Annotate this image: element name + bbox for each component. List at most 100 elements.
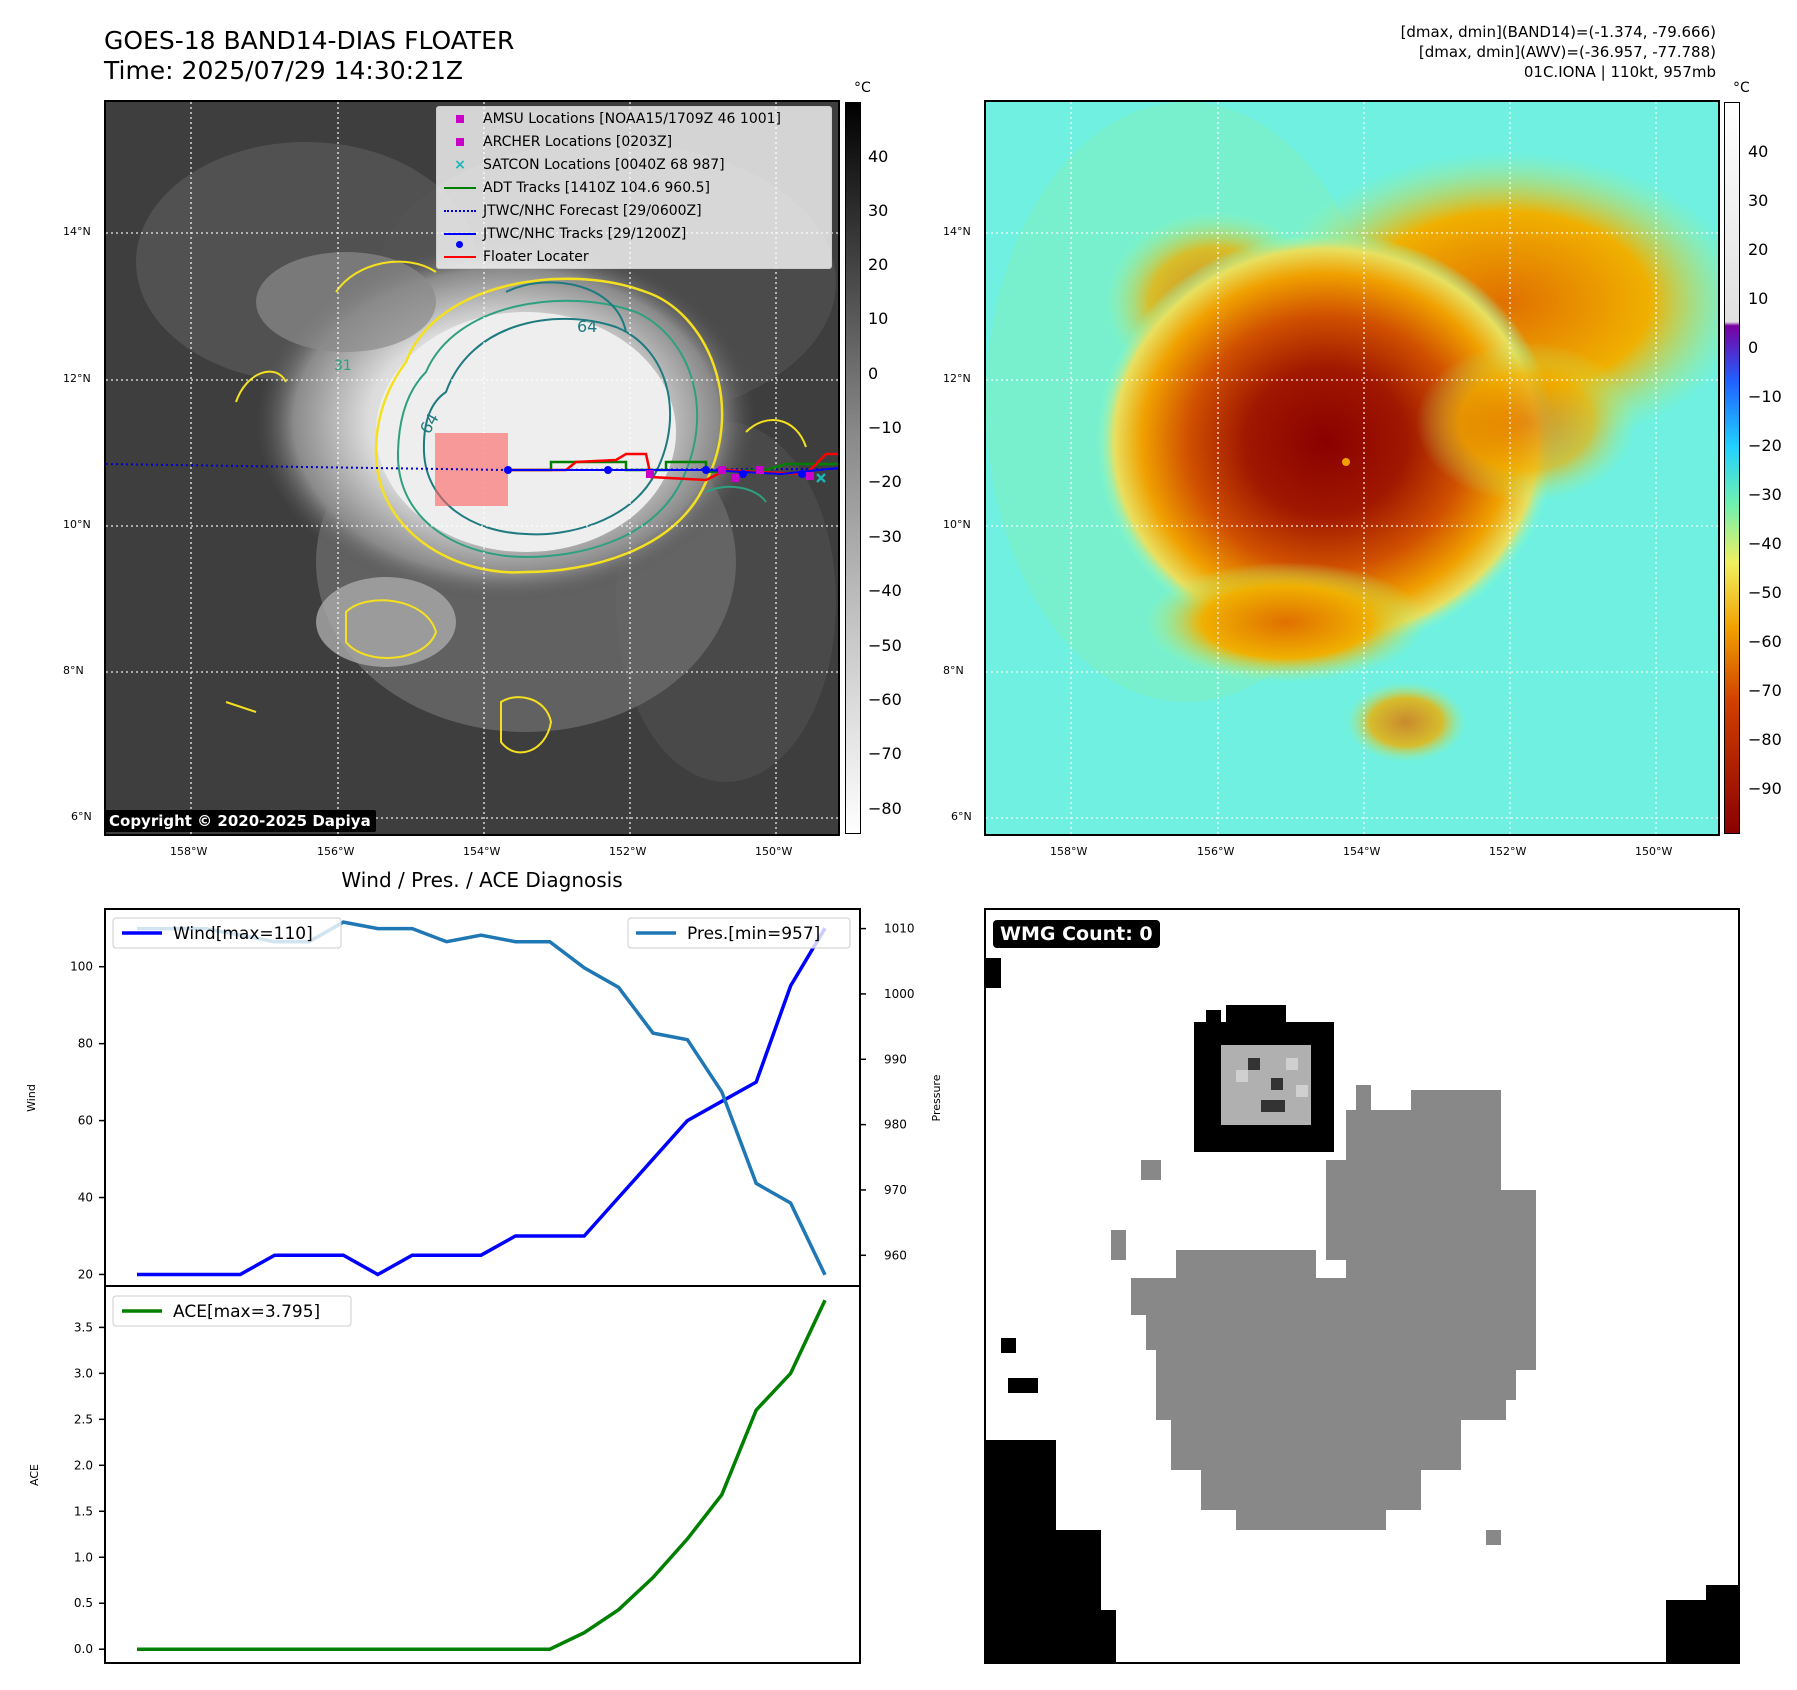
cbar-tick: −50 — [1748, 583, 1782, 602]
wind-legend-label: Wind[max=110] — [173, 924, 313, 944]
axis-tick-label: 1.0 — [74, 1550, 93, 1564]
cbar-tick: 0 — [1748, 338, 1759, 357]
map-legend: AMSU Locations [NOAA15/1709Z 46 1001] AR… — [436, 106, 832, 269]
legend-label: AMSU Locations [NOAA15/1709Z 46 1001] — [483, 110, 782, 127]
track-point — [604, 466, 612, 474]
ace-legend-label: ACE[max=3.795] — [173, 1302, 320, 1322]
wmg-panel — [984, 908, 1740, 1664]
legend-item-archer: ARCHER Locations [0203Z] — [437, 130, 831, 153]
lat-tick: 12°N — [63, 372, 91, 385]
ace-axis: 3.5 3.0 2.5 2.0 1.5 1.0 0.5 0.0 — [74, 1320, 105, 1656]
legend-label: SATCON Locations [0040Z 68 987] — [483, 156, 725, 173]
axis-tick-label: 1.5 — [74, 1504, 93, 1518]
axis-tick-label: 40 — [78, 1191, 93, 1205]
pressure-legend-label: Pres.[min=957] — [687, 924, 820, 944]
ir-map-panel: 64 64 31 — [104, 100, 840, 836]
wind-legend: Wind[max=110] — [112, 917, 342, 949]
cbar-tick: −70 — [868, 744, 902, 763]
amsu-marker — [718, 466, 726, 474]
lon-tick: 150°W — [755, 845, 793, 858]
cbar-tick: 40 — [868, 147, 889, 166]
track-point — [798, 470, 806, 478]
wind-pres-frame — [104, 908, 861, 1287]
x-marker-icon: × — [454, 156, 466, 173]
cbar-tick: −80 — [1748, 730, 1782, 749]
colorbar-unit: °C — [1733, 80, 1750, 96]
cbar-tick: −40 — [1748, 534, 1782, 553]
cbar-tick: 40 — [1748, 142, 1769, 161]
cbar-tick: −60 — [868, 690, 902, 709]
amsu-marker — [756, 466, 764, 474]
lon-tick: 158°W — [170, 845, 208, 858]
enhanced-colorbar — [1724, 102, 1740, 834]
lat-tick: 6°N — [951, 810, 972, 823]
legend-item-adt: ADT Tracks [1410Z 104.6 960.5] — [437, 176, 831, 199]
axis-tick-label: 980 — [884, 1118, 907, 1132]
green-line-icon — [444, 186, 476, 189]
axis-tick-label: 3.5 — [74, 1320, 93, 1334]
wmg-count-badge: WMG Count: 0 — [993, 920, 1160, 948]
track-point — [739, 470, 747, 478]
legend-label: JTWC/NHC Tracks [29/1200Z] — [483, 225, 687, 242]
legend-item-tracks: JTWC/NHC Tracks [29/1200Z] — [437, 222, 831, 248]
lat-tick: 6°N — [71, 810, 92, 823]
line-dot-icon — [444, 232, 476, 235]
lon-tick: 156°W — [317, 845, 355, 858]
amsu-marker — [731, 474, 739, 482]
info-storm: 01C.IONA | 110kt, 957mb — [1523, 63, 1716, 81]
cbar-tick: −40 — [868, 581, 902, 600]
archer-marker — [646, 470, 654, 478]
storm-eye — [1342, 458, 1350, 466]
lat-tick: 10°N — [943, 518, 971, 531]
square-marker-icon — [456, 137, 464, 146]
wind-series-line — [137, 927, 827, 1277]
axis-tick-label: 1010 — [884, 922, 915, 936]
axis-tick-label: 970 — [884, 1183, 907, 1197]
lon-tick: 154°W — [1343, 845, 1381, 858]
axis-tick-label: 0.0 — [74, 1642, 93, 1656]
axis-tick-label: 990 — [884, 1052, 907, 1066]
cbar-tick: −50 — [868, 636, 902, 655]
cbar-tick: −20 — [1748, 436, 1782, 455]
archer-marker — [806, 472, 814, 480]
axis-tick-label: 2.5 — [74, 1412, 93, 1426]
lat-tick: 12°N — [943, 372, 971, 385]
grayscale-colorbar — [845, 102, 861, 834]
wind-ylabel: Wind — [25, 1084, 38, 1112]
colorbar-unit: °C — [854, 80, 871, 96]
contour-label: 31 — [334, 358, 352, 374]
copyright-badge: Copyright © 2020-2025 Dapiya — [104, 810, 376, 832]
axis-tick-label: 1000 — [884, 987, 915, 1001]
axis-tick-label: 960 — [884, 1248, 907, 1262]
pressure-axis: 1010 1000 990 980 970 960 — [860, 922, 915, 1262]
pressure-series-line — [137, 920, 827, 1276]
track-point — [504, 466, 512, 474]
diagnosis-title: Wind / Pres. / ACE Diagnosis — [341, 868, 623, 892]
axis-tick-label: 100 — [70, 960, 93, 974]
info-band14: [dmax, dmin](BAND14)=(-1.374, -79.666) — [1400, 23, 1716, 41]
ace-legend: ACE[max=3.795] — [112, 1295, 352, 1327]
cbar-tick: 30 — [868, 201, 889, 220]
ace-frame — [104, 1285, 861, 1664]
ace-ylabel: ACE — [28, 1464, 41, 1486]
pressure-legend: Pres.[min=957] — [627, 917, 851, 949]
cbar-tick: −20 — [868, 472, 902, 491]
lon-tick: 154°W — [463, 845, 501, 858]
wind-axis: 100 80 60 40 20 — [70, 960, 105, 1281]
lon-tick: 152°W — [1489, 845, 1527, 858]
enhanced-map-image — [986, 102, 1718, 834]
red-line-icon — [444, 255, 476, 258]
adt-track — [509, 460, 838, 474]
axis-tick-label: 2.0 — [74, 1458, 93, 1472]
enhanced-map-panel — [984, 100, 1720, 836]
lon-tick: 158°W — [1050, 845, 1088, 858]
legend-item-forecast: JTWC/NHC Forecast [29/0600Z] — [437, 199, 831, 222]
wmg-image — [986, 958, 1738, 1662]
axis-tick-label: 0.5 — [74, 1596, 93, 1610]
cbar-tick: −60 — [1748, 632, 1782, 651]
axis-tick-label: 3.0 — [74, 1366, 93, 1380]
axis-tick-label: 80 — [78, 1037, 93, 1051]
diagnosis-chart: 100 80 60 40 20 1010 1000 990 980 970 960 3.5 3.0 2… — [25, 908, 943, 1664]
lat-tick: 14°N — [63, 225, 91, 238]
cbar-tick: −70 — [1748, 681, 1782, 700]
